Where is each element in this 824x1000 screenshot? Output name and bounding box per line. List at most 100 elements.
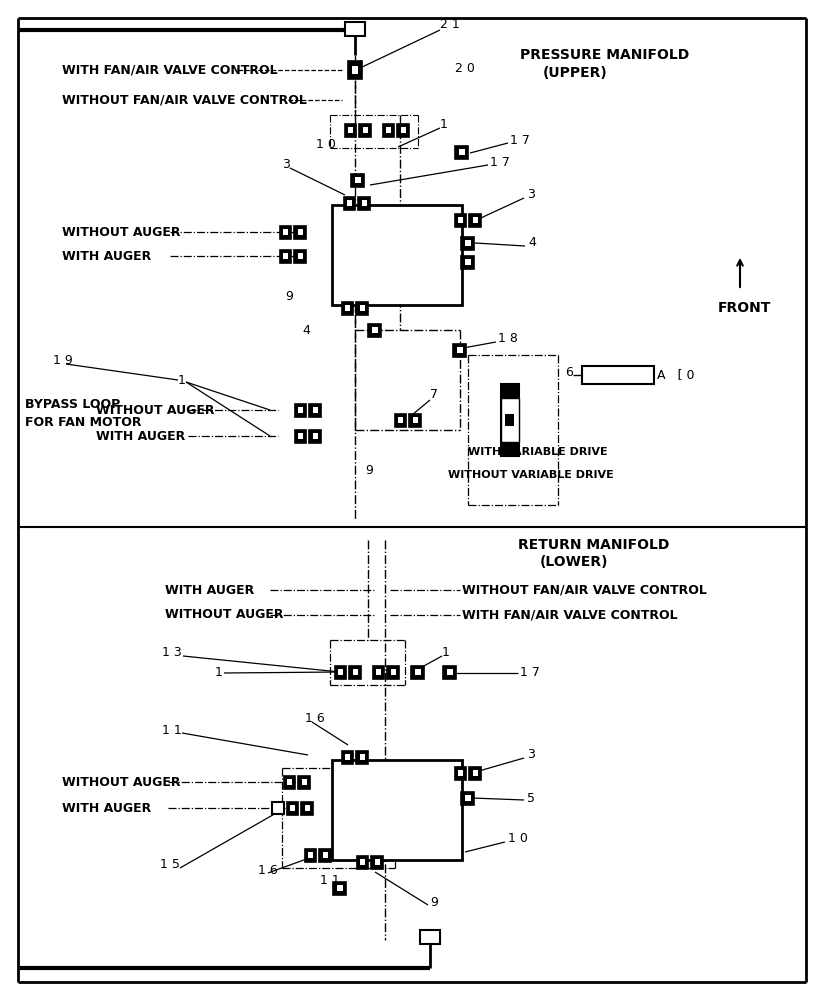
Text: 9: 9 bbox=[285, 290, 293, 302]
Bar bbox=[305, 848, 316, 861]
Bar bbox=[308, 852, 313, 858]
Bar bbox=[298, 433, 303, 439]
Text: 1: 1 bbox=[440, 118, 448, 131]
Bar bbox=[332, 760, 462, 860]
Text: WITHOUT AUGER: WITHOUT AUGER bbox=[165, 608, 283, 621]
Bar bbox=[582, 366, 654, 384]
Bar bbox=[387, 666, 399, 678]
Text: 3: 3 bbox=[527, 748, 535, 762]
Bar bbox=[501, 384, 519, 398]
Text: (UPPER): (UPPER) bbox=[543, 66, 608, 80]
Bar bbox=[342, 750, 353, 764]
Text: A . 5 0 .: A . 5 0 . bbox=[586, 368, 634, 381]
Bar bbox=[461, 792, 475, 804]
Bar bbox=[302, 779, 307, 785]
Text: WITHOUT AUGER: WITHOUT AUGER bbox=[96, 403, 214, 416]
Bar bbox=[335, 666, 347, 678]
Bar bbox=[458, 217, 463, 223]
Bar bbox=[456, 145, 469, 158]
Bar bbox=[297, 229, 302, 235]
Bar bbox=[395, 414, 406, 426]
Bar bbox=[466, 795, 471, 801]
Text: 1 7: 1 7 bbox=[510, 133, 530, 146]
Text: WITHOUT AUGER: WITHOUT AUGER bbox=[62, 226, 180, 238]
Text: 1 6: 1 6 bbox=[258, 863, 278, 876]
Bar bbox=[283, 253, 288, 259]
Bar bbox=[391, 669, 396, 675]
Text: 2 1: 2 1 bbox=[440, 18, 460, 31]
Text: 7: 7 bbox=[430, 388, 438, 401]
Text: 4: 4 bbox=[302, 324, 310, 336]
Bar bbox=[288, 779, 293, 785]
Bar bbox=[362, 200, 367, 206]
Text: 1 0: 1 0 bbox=[316, 138, 336, 151]
Bar bbox=[411, 666, 424, 678]
Text: 3: 3 bbox=[527, 188, 535, 202]
Text: 1 7: 1 7 bbox=[490, 155, 510, 168]
Bar bbox=[459, 149, 465, 155]
Text: 1 3: 1 3 bbox=[162, 647, 182, 660]
Bar bbox=[349, 666, 361, 678]
Bar bbox=[345, 754, 350, 760]
Bar bbox=[287, 802, 298, 814]
Bar bbox=[272, 802, 284, 814]
Bar bbox=[501, 398, 519, 442]
Bar bbox=[410, 414, 421, 426]
Bar bbox=[372, 856, 383, 868]
Bar bbox=[355, 177, 361, 183]
Bar bbox=[332, 205, 462, 305]
Bar bbox=[372, 327, 377, 333]
Text: WITH VARIABLE DRIVE: WITH VARIABLE DRIVE bbox=[468, 447, 607, 457]
Text: 1: 1 bbox=[215, 666, 222, 680]
Bar bbox=[357, 750, 368, 764]
Bar bbox=[337, 885, 343, 891]
Bar bbox=[295, 430, 307, 442]
Text: 1 1: 1 1 bbox=[320, 874, 339, 886]
Bar bbox=[375, 859, 380, 865]
Bar bbox=[313, 433, 318, 439]
Bar bbox=[297, 253, 302, 259]
Bar bbox=[457, 347, 463, 353]
Text: 6: 6 bbox=[565, 366, 573, 379]
Bar bbox=[415, 669, 421, 675]
Bar bbox=[505, 414, 514, 426]
Text: WITHOUT VARIABLE DRIVE: WITHOUT VARIABLE DRIVE bbox=[448, 470, 614, 480]
Bar bbox=[470, 214, 481, 227]
Bar bbox=[501, 442, 519, 456]
Bar bbox=[360, 859, 365, 865]
Bar bbox=[473, 217, 478, 223]
Bar bbox=[358, 196, 370, 210]
Bar bbox=[398, 417, 403, 423]
Text: 5: 5 bbox=[527, 792, 535, 804]
Bar bbox=[461, 236, 475, 249]
Text: WITH FAN/AIR VALVE CONTROL: WITH FAN/AIR VALVE CONTROL bbox=[462, 608, 677, 621]
Bar bbox=[305, 805, 310, 811]
Bar bbox=[298, 407, 303, 413]
Bar bbox=[323, 852, 328, 858]
Bar bbox=[470, 766, 481, 780]
Bar bbox=[313, 407, 318, 413]
Bar bbox=[345, 123, 357, 136]
Bar bbox=[359, 123, 371, 136]
Text: A   [ 0: A [ 0 bbox=[657, 368, 695, 381]
Bar bbox=[397, 123, 409, 136]
Text: 1: 1 bbox=[442, 646, 450, 658]
Bar bbox=[290, 805, 295, 811]
Bar bbox=[386, 127, 391, 133]
Text: 2 0: 2 0 bbox=[455, 62, 475, 75]
Bar bbox=[310, 430, 321, 442]
Text: WITHOUT AUGER: WITHOUT AUGER bbox=[62, 776, 180, 788]
Text: 1 9: 1 9 bbox=[53, 354, 73, 366]
Bar bbox=[501, 384, 519, 456]
Text: FOR FAN MOTOR: FOR FAN MOTOR bbox=[25, 416, 142, 428]
Bar bbox=[466, 240, 471, 246]
Bar bbox=[302, 802, 313, 814]
Bar bbox=[349, 127, 353, 133]
Bar bbox=[443, 666, 456, 678]
Bar bbox=[348, 61, 362, 79]
Bar bbox=[458, 770, 463, 776]
Text: PRESSURE MANIFOLD: PRESSURE MANIFOLD bbox=[520, 48, 689, 62]
Bar bbox=[360, 754, 365, 760]
Bar bbox=[447, 669, 452, 675]
Text: 1 0: 1 0 bbox=[508, 832, 528, 844]
